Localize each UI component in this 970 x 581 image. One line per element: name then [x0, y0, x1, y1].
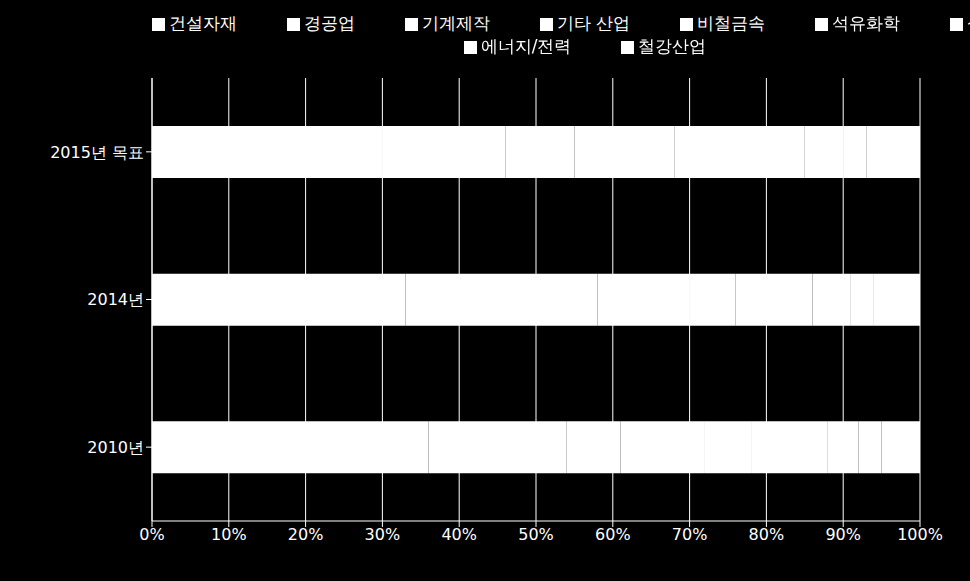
- svg-text:20%: 20%: [288, 525, 324, 544]
- html-text:석유화학: 석유화학: [832, 13, 901, 33]
- svg-text:10%: 10%: [211, 525, 247, 544]
- svg-text:0%: 0%: [139, 525, 164, 544]
- svg-text:70%: 70%: [672, 525, 708, 544]
- svg-text:80%: 80%: [749, 525, 785, 544]
- svg-text:50%: 50%: [518, 525, 554, 544]
- svg-text:90%: 90%: [825, 525, 861, 544]
- svg-text:2010년: 2010년: [87, 438, 144, 457]
- svg-text:60%: 60%: [595, 525, 631, 544]
- html-text:기타 산업: 기타 산업: [556, 13, 631, 33]
- html-text:철강산업: 철강산업: [638, 36, 707, 56]
- html-text:에너지/전력: 에너지/전력: [480, 36, 572, 56]
- svg-text:40%: 40%: [441, 525, 477, 544]
- svg-text:100%: 100%: [897, 525, 943, 544]
- svg-text:2015년 목표: 2015년 목표: [50, 143, 144, 162]
- svg-text:30%: 30%: [365, 525, 401, 544]
- html-text:경공업: 경공업: [303, 13, 355, 33]
- svg-text:2014년: 2014년: [87, 290, 144, 309]
- html-text:비철금속: 비철금속: [697, 13, 766, 33]
- html-text:건설자재: 건설자재: [168, 13, 237, 33]
- html-text:기계제작: 기계제작: [421, 13, 490, 33]
